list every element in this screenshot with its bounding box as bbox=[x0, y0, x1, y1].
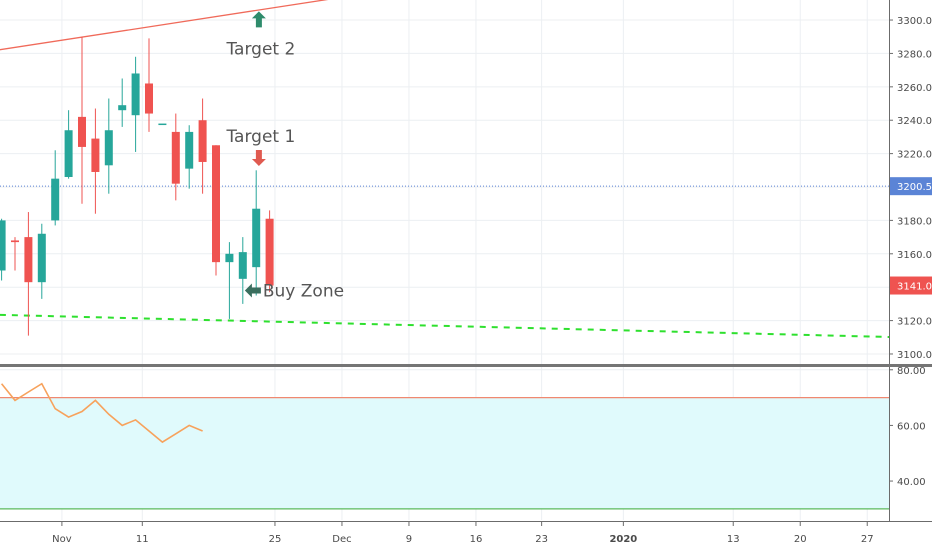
price-tick-label: 3100.00 bbox=[897, 350, 932, 361]
candle-body bbox=[78, 116, 86, 147]
time-tick-label: 16 bbox=[470, 534, 483, 545]
arrow-up-icon bbox=[251, 11, 266, 28]
candle bbox=[212, 145, 220, 276]
time-tick-label: 11 bbox=[136, 534, 149, 545]
candle-body bbox=[64, 130, 73, 177]
support-line-dashed bbox=[0, 313, 932, 340]
candle-body bbox=[24, 237, 33, 283]
price-tick-label: 3160.00 bbox=[897, 250, 932, 261]
price-line-tag-box bbox=[890, 177, 932, 196]
candle bbox=[91, 108, 100, 214]
arrow-down-icon bbox=[251, 149, 266, 166]
rsi-tick-label: 80.00 bbox=[897, 366, 926, 377]
candle-body bbox=[252, 208, 261, 268]
time-tick-label: 23 bbox=[535, 534, 548, 545]
candlestick-series bbox=[0, 36, 274, 336]
candle bbox=[37, 223, 46, 299]
candle bbox=[171, 113, 180, 201]
candle bbox=[11, 237, 19, 271]
candle-body bbox=[265, 218, 274, 286]
annotation: Target 1 bbox=[225, 127, 295, 166]
candle bbox=[225, 242, 234, 319]
candle-body bbox=[118, 105, 127, 111]
price-tick-label: 3280.00 bbox=[897, 49, 932, 60]
last-price-tag-text: 3141.00 bbox=[897, 282, 932, 293]
candle-body bbox=[11, 240, 19, 243]
rsi-series bbox=[0, 382, 203, 444]
chart-annotations: Target 2 Target 1 Buy Zone bbox=[225, 11, 344, 302]
last-price-tag-box bbox=[890, 276, 932, 295]
candle bbox=[78, 36, 86, 204]
candle bbox=[118, 78, 127, 127]
time-tick-label: 13 bbox=[727, 534, 740, 545]
rsi-tick-label: 60.00 bbox=[897, 421, 926, 432]
candle bbox=[24, 212, 33, 336]
candle-body bbox=[171, 131, 180, 184]
time-tick-label: Nov bbox=[52, 534, 72, 545]
candle-body bbox=[225, 253, 234, 263]
annotation: Buy Zone bbox=[244, 282, 344, 302]
candle-body bbox=[0, 220, 6, 271]
price-tick-label: 3220.00 bbox=[897, 150, 932, 161]
candle-body bbox=[238, 252, 247, 279]
annotation-label: Buy Zone bbox=[263, 282, 344, 302]
candle bbox=[252, 170, 261, 296]
candle-body bbox=[158, 123, 167, 126]
candle bbox=[185, 125, 194, 189]
candle-body bbox=[51, 178, 60, 221]
time-tick-label: 25 bbox=[269, 534, 282, 545]
candle-body bbox=[131, 73, 140, 116]
time-tick-label: 20 bbox=[794, 534, 807, 545]
annotation-label: Target 1 bbox=[225, 127, 295, 147]
price-tick-label: 3180.00 bbox=[897, 216, 932, 227]
candle bbox=[198, 98, 207, 194]
price-line-tag-text: 3200.50 bbox=[897, 182, 932, 193]
candle-body bbox=[212, 145, 220, 263]
candle bbox=[51, 150, 60, 226]
candle-body bbox=[91, 138, 100, 172]
candle-body bbox=[104, 130, 113, 166]
rsi-line bbox=[0, 382, 203, 444]
candle bbox=[158, 123, 167, 126]
annotation: Target 2 bbox=[225, 11, 295, 59]
candle bbox=[64, 110, 73, 179]
time-axis-labels[interactable]: Nov 11 25 Dec 9 16 23 2020 13 20 27 bbox=[52, 522, 874, 545]
candle bbox=[131, 56, 140, 152]
price-tick-label: 3240.00 bbox=[897, 116, 932, 127]
time-tick-label: Dec bbox=[332, 534, 351, 545]
annotation-label: Target 2 bbox=[225, 39, 295, 59]
candle bbox=[0, 218, 6, 281]
rsi-band bbox=[0, 397, 889, 510]
candle bbox=[265, 210, 274, 293]
candle-body bbox=[198, 120, 207, 162]
time-axis-background bbox=[0, 521, 932, 550]
time-tick-label: 2020 bbox=[609, 534, 637, 545]
price-axis-background bbox=[889, 0, 932, 550]
drawing-overlay bbox=[0, 0, 932, 340]
price-axis-labels[interactable]: 3100.003120.003140.003160.003180.003200.… bbox=[889, 16, 932, 488]
rsi-tick-label: 40.00 bbox=[897, 477, 926, 488]
candle-body bbox=[185, 131, 194, 169]
price-tick-label: 3300.00 bbox=[897, 16, 932, 27]
resistance-trendline bbox=[0, 0, 329, 51]
candle bbox=[104, 98, 113, 194]
time-tick-label: 27 bbox=[861, 534, 874, 545]
rsi-band-fill bbox=[0, 397, 889, 509]
arrow-left-icon bbox=[244, 283, 261, 298]
candle bbox=[145, 38, 153, 132]
candle-body bbox=[145, 83, 153, 114]
time-tick-label: 9 bbox=[406, 534, 412, 545]
candle bbox=[238, 237, 247, 304]
price-tick-label: 3260.00 bbox=[897, 83, 932, 94]
price-tick-label: 3120.00 bbox=[897, 317, 932, 328]
pane-separator bbox=[0, 364, 932, 367]
candle-body bbox=[37, 233, 46, 283]
